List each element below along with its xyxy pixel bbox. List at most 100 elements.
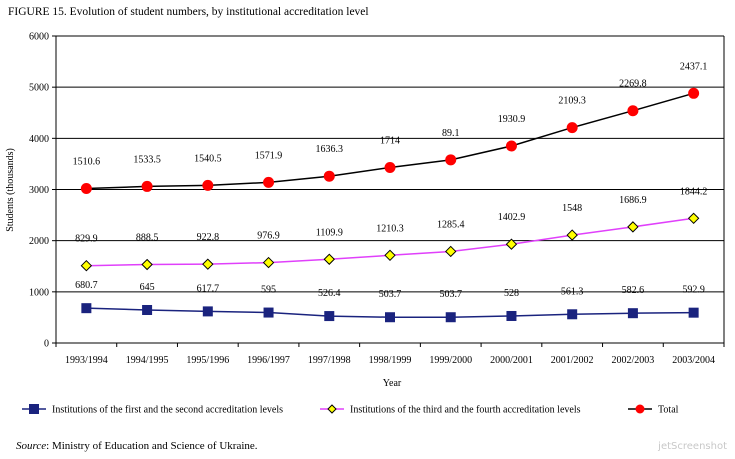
data-label: 528 — [504, 288, 519, 299]
data-label: 2437.1 — [680, 61, 708, 72]
data-label: 595 — [261, 285, 276, 296]
data-point — [566, 229, 578, 241]
data-label: 1571.9 — [255, 150, 283, 161]
chart-title: FIGURE 15. Evolution of student numbers,… — [8, 6, 369, 18]
legend-item-2: Institutions of the third and the fourth… — [320, 404, 581, 416]
x-tick-label: 1997/1998 — [308, 355, 351, 366]
legend-item-1: Institutions of the first and the second… — [22, 404, 283, 416]
data-point — [566, 122, 578, 134]
data-point — [385, 312, 395, 323]
data-point — [688, 307, 699, 318]
legend-label: Total — [658, 405, 679, 416]
series-2: 829.9 888.5 922.8 976.9 1109.9 1210.3 1285.4 14… — [75, 186, 708, 272]
data-label: 89.1 — [442, 128, 460, 139]
legend-marker — [327, 404, 337, 414]
data-label: 2269.8 — [619, 79, 647, 90]
x-tick-label: 2000/2001 — [490, 355, 533, 366]
data-label: 503.7 — [439, 289, 462, 300]
data-point — [445, 245, 457, 258]
data-label: 1636.3 — [316, 144, 344, 155]
data-label: 1402.9 — [498, 212, 526, 223]
data-point — [505, 140, 517, 152]
y-tick-label: 2000 — [29, 236, 49, 247]
data-point — [627, 105, 639, 117]
data-label: 1533.5 — [133, 154, 161, 165]
y-tick-label: 0 — [44, 339, 49, 350]
data-label: 1844.2 — [680, 186, 708, 197]
data-point — [384, 249, 396, 262]
data-label: 1285.4 — [437, 219, 465, 230]
data-point — [141, 180, 153, 192]
data-point — [324, 311, 335, 322]
data-label: 680.7 — [75, 280, 98, 291]
data-label: 617.7 — [197, 283, 220, 294]
data-point — [688, 87, 700, 99]
grid — [55, 35, 725, 344]
data-point — [323, 170, 335, 182]
series-3: 1510.6 1533.5 1540.5 1571.9 1636.3 1714 89.1 19… — [73, 61, 708, 194]
data-label: 1510.6 — [73, 156, 101, 167]
data-point — [627, 308, 638, 319]
data-point — [567, 309, 578, 320]
data-point — [202, 258, 214, 270]
data-label: 1210.3 — [376, 223, 404, 234]
x-tick-label: 2001/2002 — [551, 355, 594, 366]
data-point — [141, 258, 153, 271]
x-axis-ticks: 1993/1994 1994/1995 1995/1996 1996/1997 1997… — [55, 343, 725, 366]
data-point — [506, 310, 517, 321]
data-label: 645 — [140, 282, 155, 293]
data-label: 888.5 — [136, 233, 159, 244]
x-tick-label: 1994/1995 — [126, 355, 169, 366]
data-label: 526.4 — [318, 288, 341, 299]
y-tick-label: 5000 — [29, 83, 49, 94]
x-axis-label: Year — [383, 378, 402, 389]
x-tick-label: 1998/1999 — [369, 355, 412, 366]
legend: Institutions of the first and the second… — [22, 404, 679, 416]
data-label: 829.9 — [75, 234, 98, 245]
legend-marker — [29, 404, 39, 414]
data-point — [687, 212, 700, 225]
data-point — [80, 260, 93, 272]
data-label: 1930.9 — [498, 114, 526, 125]
watermark: jetScreenshot — [658, 441, 727, 452]
data-point — [445, 312, 456, 323]
legend-label: Institutions of the third and the fourth… — [350, 405, 581, 416]
data-label: 1540.5 — [194, 153, 222, 164]
data-label: 561.3 — [561, 286, 584, 297]
source-note: Source: Ministry of Education and Scienc… — [16, 440, 258, 452]
data-label: 1686.9 — [619, 195, 647, 206]
y-tick-label: 6000 — [29, 32, 49, 43]
x-tick-label: 2003/2004 — [672, 355, 715, 366]
x-tick-label: 1995/1996 — [186, 355, 229, 366]
data-label: 1109.9 — [316, 227, 343, 238]
data-label: 922.8 — [197, 232, 220, 243]
data-label: 503.7 — [379, 289, 402, 300]
y-axis-label: Students (thousands) — [5, 148, 16, 232]
legend-label: Institutions of the first and the second… — [52, 405, 283, 416]
series-layer: 680.7 645 617.7 595 526.4 503.7 503.7 528 561.3 5… — [73, 61, 708, 323]
x-tick-label: 1996/1997 — [247, 355, 290, 366]
data-point — [505, 238, 518, 250]
data-label: 582.6 — [622, 285, 645, 296]
y-tick-label: 1000 — [29, 287, 49, 298]
data-point — [80, 182, 92, 194]
y-axis-ticks: 0 1000 2000 3000 4000 5000 6000 — [29, 32, 56, 350]
data-label: 1714 — [380, 135, 400, 146]
legend-marker — [635, 404, 645, 414]
x-tick-label: 1993/1994 — [65, 355, 108, 366]
x-tick-label: 2002/2003 — [612, 355, 655, 366]
data-label: 2109.3 — [558, 96, 586, 107]
data-point — [81, 303, 92, 314]
source-text: : Ministry of Education and Science of U… — [46, 440, 258, 452]
series-1: 680.7 645 617.7 595 526.4 503.7 503.7 528 561.3 5… — [75, 280, 705, 323]
y-tick-label: 3000 — [29, 185, 49, 196]
data-point — [263, 176, 275, 188]
data-point — [384, 161, 396, 173]
data-point — [202, 306, 213, 317]
x-tick-label: 1999/2000 — [429, 355, 472, 366]
data-point — [202, 179, 214, 191]
legend-item-3: Total — [628, 404, 679, 416]
data-point — [262, 256, 275, 269]
data-point — [142, 304, 153, 315]
